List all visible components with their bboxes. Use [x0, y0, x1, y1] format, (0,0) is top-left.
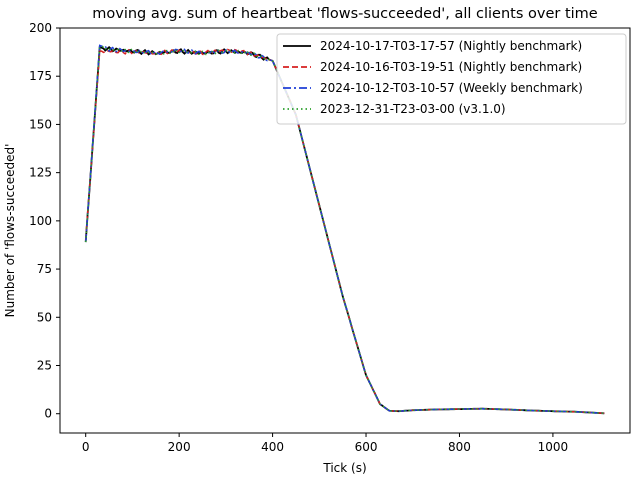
x-tick-label: 400: [261, 440, 284, 454]
x-tick-label: 200: [168, 440, 191, 454]
y-tick-label: 125: [29, 166, 52, 180]
x-tick-label: 800: [448, 440, 471, 454]
y-tick-label: 50: [37, 310, 52, 324]
legend: 2024-10-17-T03-17-57 (Nightly benchmark)…: [276, 33, 627, 125]
legend-label: 2024-10-12-T03-10-57 (Weekly benchmark): [320, 81, 583, 95]
y-axis-title: Number of 'flows-succeeded': [3, 144, 17, 318]
plot-lines: [84, 44, 605, 415]
y-tick-label: 0: [44, 407, 52, 421]
x-tick-label: 600: [355, 440, 378, 454]
legend-box: [276, 33, 627, 125]
y-axis: 0 25 50 75 100 125 150 175 200: [29, 21, 60, 421]
chart-title: moving avg. sum of heartbeat 'flows-succ…: [92, 6, 598, 22]
legend-label: 2024-10-16-T03-19-51 (Nightly benchmark): [320, 60, 582, 74]
y-tick-label: 25: [37, 359, 52, 373]
y-tick-label: 200: [29, 21, 52, 35]
y-tick-label: 175: [29, 69, 52, 83]
legend-label: 2024-10-17-T03-17-57 (Nightly benchmark): [320, 39, 582, 53]
x-axis-title: Tick (s): [322, 461, 366, 475]
plot-frame: [59, 27, 631, 434]
legend-label: 2023-12-31-T23-03-00 (v3.1.0): [320, 102, 506, 116]
x-tick-label: 1000: [538, 440, 569, 454]
x-axis: 0 200 400 600 800 1000: [82, 433, 568, 454]
y-tick-label: 150: [29, 117, 52, 131]
y-tick-label: 100: [29, 214, 52, 228]
x-tick-label: 0: [82, 440, 90, 454]
series-line-4: [84, 45, 605, 415]
y-tick-label: 75: [37, 262, 52, 276]
